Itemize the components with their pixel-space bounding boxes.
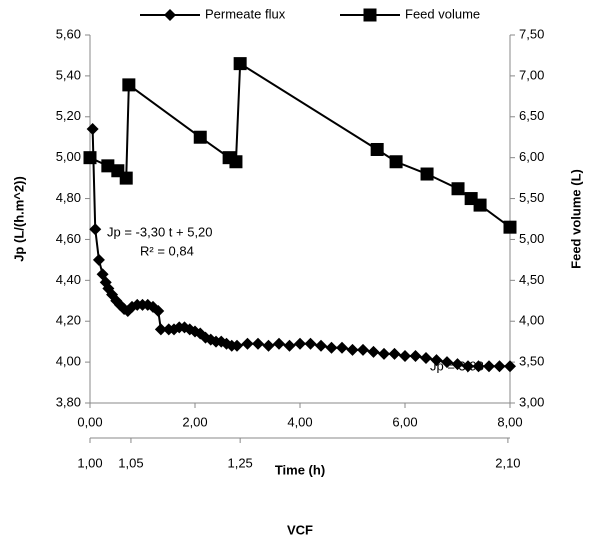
data-point (229, 155, 243, 169)
data-point (83, 151, 97, 165)
data-point (233, 57, 247, 71)
x-axis-title: Time (h) (275, 462, 325, 477)
series-line (89, 61, 511, 228)
data-point (252, 337, 264, 350)
data-point (315, 339, 327, 352)
data-point (503, 220, 517, 234)
data-point (370, 142, 384, 156)
vcf-tick-label: 2,10 (495, 455, 520, 470)
vcf-tick-label: 1,05 (118, 455, 143, 470)
data-point (451, 358, 464, 371)
legend-label: Permeate flux (205, 6, 286, 21)
data-point (346, 343, 359, 356)
data-point (92, 253, 105, 266)
annotation: Jp = -3,30 t + 5,20 (107, 224, 213, 239)
y-tick-label: 5,40 (56, 67, 81, 82)
data-point (193, 130, 207, 144)
data-point (154, 323, 167, 336)
y2-tick-label: 6,50 (519, 108, 544, 123)
data-point (378, 347, 390, 360)
data-point (89, 223, 102, 236)
legend-marker (164, 9, 176, 21)
y-tick-label: 5,20 (56, 108, 81, 123)
data-point (420, 167, 434, 181)
y-tick-label: 5,60 (56, 26, 81, 41)
y2-tick-label: 4,50 (519, 272, 544, 287)
data-point (231, 339, 243, 352)
y2-tick-label: 3,50 (519, 354, 544, 369)
y2-tick-label: 7,00 (519, 67, 544, 82)
y-tick-label: 4,40 (56, 272, 81, 287)
x-tick-label: 4,00 (287, 414, 312, 429)
data-point (367, 345, 380, 358)
y-tick-label: 3,80 (56, 394, 81, 409)
y-tick-label: 4,20 (56, 313, 81, 328)
y2-tick-label: 3,00 (519, 394, 544, 409)
y-tick-label: 4,80 (56, 190, 81, 205)
y2-tick-label: 7,50 (519, 26, 544, 41)
data-point (388, 347, 401, 360)
vcf-axis-title: VCF (287, 522, 313, 537)
data-point (462, 360, 474, 373)
y-tick-label: 5,00 (56, 149, 81, 164)
y-tick-label: 4,00 (56, 354, 81, 369)
x-tick-label: 8,00 (497, 414, 522, 429)
x-tick-label: 6,00 (392, 414, 417, 429)
data-point (357, 343, 369, 356)
data-point (241, 337, 254, 350)
data-point (304, 337, 317, 350)
y2-axis-title: Feed volume (L) (568, 169, 583, 269)
data-point (409, 349, 422, 362)
data-point (86, 123, 99, 136)
y2-tick-label: 6,00 (519, 149, 544, 164)
data-point (336, 341, 348, 354)
data-point (441, 356, 453, 369)
data-point (283, 339, 296, 352)
data-point (420, 352, 432, 365)
data-point (122, 78, 136, 92)
legend-label: Feed volume (405, 6, 480, 21)
data-point (152, 305, 165, 317)
data-point (119, 171, 133, 185)
data-point (430, 354, 443, 367)
data-point (483, 360, 495, 373)
data-point (325, 341, 338, 354)
y2-tick-label: 4,00 (519, 313, 544, 328)
data-point (472, 360, 485, 373)
data-point (473, 198, 487, 212)
x-tick-label: 0,00 (77, 414, 102, 429)
data-point (504, 360, 516, 373)
y2-tick-label: 5,00 (519, 231, 544, 246)
data-point (101, 159, 115, 173)
vcf-tick-label: 1,00 (77, 455, 102, 470)
data-point (262, 339, 275, 352)
data-point (273, 337, 285, 350)
y-axis-title: Jp (L/(h.m^2)) (11, 176, 26, 262)
vcf-tick-label: 1,25 (227, 455, 252, 470)
x-tick-label: 2,00 (182, 414, 207, 429)
data-point (294, 337, 306, 350)
y-tick-label: 4,60 (56, 231, 81, 246)
legend-marker (363, 8, 377, 22)
y2-tick-label: 5,50 (519, 190, 544, 205)
annotation: R² = 0,84 (140, 243, 194, 258)
data-point (493, 360, 506, 373)
data-point (399, 349, 411, 362)
data-point (389, 155, 403, 169)
data-point (451, 182, 465, 196)
